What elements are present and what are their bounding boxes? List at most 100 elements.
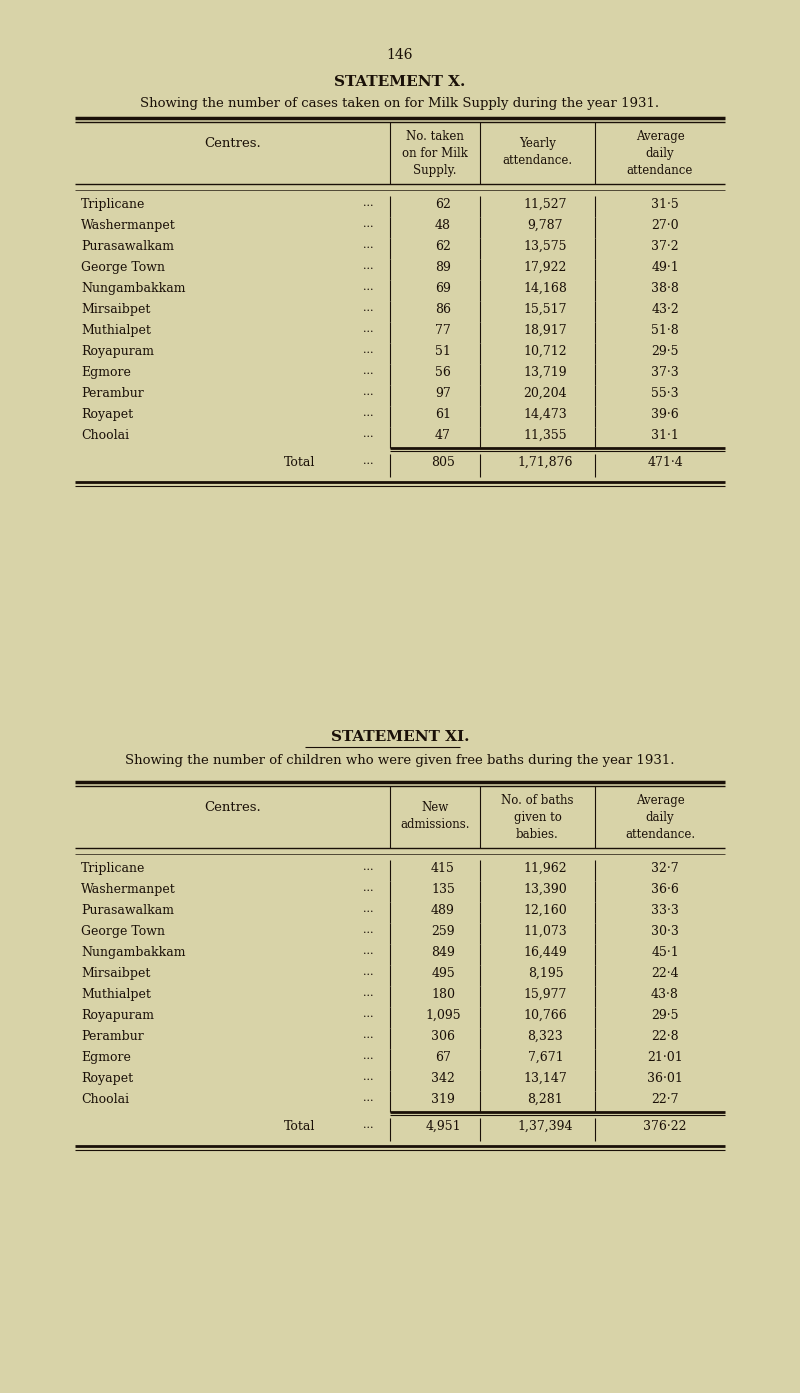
Text: Perambur: Perambur — [81, 387, 144, 400]
Text: 48: 48 — [435, 219, 451, 233]
Text: 8,323: 8,323 — [528, 1029, 563, 1043]
Text: 22·7: 22·7 — [651, 1094, 678, 1106]
Text: 14,168: 14,168 — [523, 281, 567, 295]
Text: Choolai: Choolai — [81, 1094, 129, 1106]
Text: 37·3: 37·3 — [651, 366, 679, 379]
Text: 13,390: 13,390 — [524, 883, 567, 896]
Text: Nungambakkam: Nungambakkam — [81, 281, 186, 295]
Text: No. of baths
given to
babies.: No. of baths given to babies. — [502, 794, 574, 841]
Text: ...: ... — [362, 883, 374, 893]
Text: 259: 259 — [431, 925, 455, 937]
Text: ...: ... — [362, 988, 374, 997]
Text: Muthialpet: Muthialpet — [81, 325, 151, 337]
Text: New
admissions.: New admissions. — [400, 801, 470, 832]
Text: 180: 180 — [431, 988, 455, 1002]
Text: Washermanpet: Washermanpet — [81, 219, 176, 233]
Text: 36·01: 36·01 — [647, 1073, 683, 1085]
Text: 319: 319 — [431, 1094, 455, 1106]
Text: 29·5: 29·5 — [651, 345, 678, 358]
Text: 86: 86 — [435, 304, 451, 316]
Text: 89: 89 — [435, 260, 451, 274]
Text: ...: ... — [362, 862, 374, 872]
Text: 21·01: 21·01 — [647, 1050, 683, 1064]
Text: Centres.: Centres. — [204, 801, 261, 814]
Text: 62: 62 — [435, 240, 451, 254]
Text: Egmore: Egmore — [81, 366, 131, 379]
Text: Nungambakkam: Nungambakkam — [81, 946, 186, 958]
Text: Perambur: Perambur — [81, 1029, 144, 1043]
Text: No. taken
on for Milk
Supply.: No. taken on for Milk Supply. — [402, 130, 468, 177]
Text: 15,977: 15,977 — [524, 988, 567, 1002]
Text: ...: ... — [362, 1073, 374, 1082]
Text: 8,195: 8,195 — [528, 967, 563, 981]
Text: 13,719: 13,719 — [524, 366, 567, 379]
Text: 1,37,394: 1,37,394 — [518, 1120, 574, 1133]
Text: 32·7: 32·7 — [651, 862, 679, 875]
Text: ...: ... — [362, 219, 374, 228]
Text: ...: ... — [362, 408, 374, 418]
Text: Total: Total — [284, 1120, 316, 1133]
Text: ...: ... — [362, 240, 374, 249]
Text: 67: 67 — [435, 1050, 451, 1064]
Text: 13,147: 13,147 — [524, 1073, 567, 1085]
Text: 49·1: 49·1 — [651, 260, 679, 274]
Text: 31·5: 31·5 — [651, 198, 679, 210]
Text: ...: ... — [362, 1050, 374, 1061]
Text: 61: 61 — [435, 408, 451, 421]
Text: 135: 135 — [431, 883, 455, 896]
Text: Average
daily
attendance.: Average daily attendance. — [625, 794, 695, 841]
Text: ...: ... — [362, 387, 374, 397]
Text: 47: 47 — [435, 429, 451, 442]
Text: 36·6: 36·6 — [651, 883, 679, 896]
Text: 146: 146 — [386, 47, 414, 63]
Text: 17,922: 17,922 — [524, 260, 567, 274]
Text: George Town: George Town — [81, 925, 165, 937]
Text: 10,712: 10,712 — [524, 345, 567, 358]
Text: ...: ... — [362, 1094, 374, 1103]
Text: 43·8: 43·8 — [651, 988, 679, 1002]
Text: Muthialpet: Muthialpet — [81, 988, 151, 1002]
Text: 471·4: 471·4 — [647, 456, 683, 469]
Text: 9,787: 9,787 — [528, 219, 563, 233]
Text: 77: 77 — [435, 325, 451, 337]
Text: 11,962: 11,962 — [524, 862, 567, 875]
Text: Centres.: Centres. — [204, 137, 261, 150]
Text: 1,095: 1,095 — [425, 1009, 461, 1022]
Text: 29·5: 29·5 — [651, 1009, 678, 1022]
Text: 849: 849 — [431, 946, 455, 958]
Text: Royapet: Royapet — [81, 1073, 133, 1085]
Text: 39·6: 39·6 — [651, 408, 679, 421]
Text: 16,449: 16,449 — [524, 946, 567, 958]
Text: ...: ... — [362, 925, 374, 935]
Text: 11,073: 11,073 — [524, 925, 567, 937]
Text: 4,951: 4,951 — [425, 1120, 461, 1133]
Text: 306: 306 — [431, 1029, 455, 1043]
Text: ...: ... — [362, 345, 374, 355]
Text: Triplicane: Triplicane — [81, 198, 146, 210]
Text: Purasawalkam: Purasawalkam — [81, 240, 174, 254]
Text: Yearly
attendance.: Yearly attendance. — [502, 137, 573, 167]
Text: Total: Total — [284, 456, 316, 469]
Text: STATEMENT X.: STATEMENT X. — [334, 75, 466, 89]
Text: 7,671: 7,671 — [528, 1050, 563, 1064]
Text: ...: ... — [362, 1120, 374, 1130]
Text: 495: 495 — [431, 967, 455, 981]
Text: 15,517: 15,517 — [524, 304, 567, 316]
Text: 22·4: 22·4 — [651, 967, 679, 981]
Text: 51: 51 — [435, 345, 451, 358]
Text: ...: ... — [362, 281, 374, 293]
Text: ...: ... — [362, 304, 374, 313]
Text: 56: 56 — [435, 366, 451, 379]
Text: 97: 97 — [435, 387, 451, 400]
Text: 20,204: 20,204 — [524, 387, 567, 400]
Text: 11,355: 11,355 — [524, 429, 567, 442]
Text: 30·3: 30·3 — [651, 925, 679, 937]
Text: 11,527: 11,527 — [524, 198, 567, 210]
Text: ...: ... — [362, 967, 374, 976]
Text: 415: 415 — [431, 862, 455, 875]
Text: 33·3: 33·3 — [651, 904, 679, 917]
Text: Mirsaibpet: Mirsaibpet — [81, 304, 150, 316]
Text: 27·0: 27·0 — [651, 219, 679, 233]
Text: Triplicane: Triplicane — [81, 862, 146, 875]
Text: 22·8: 22·8 — [651, 1029, 679, 1043]
